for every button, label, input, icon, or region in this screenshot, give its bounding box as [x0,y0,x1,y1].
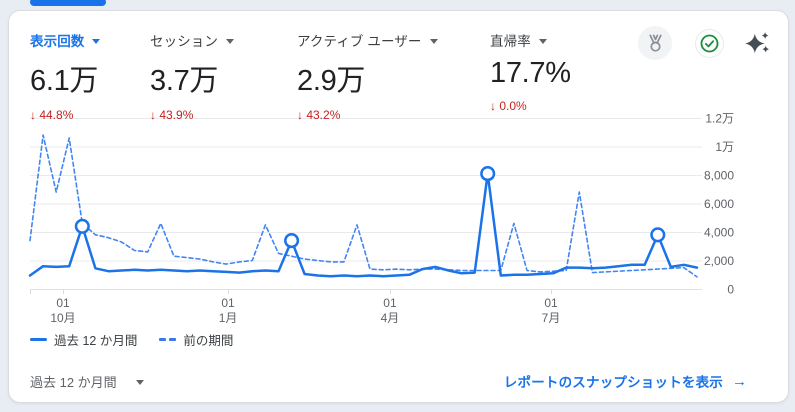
date-range-selector[interactable]: 過去 12 か月間 [30,372,144,391]
legend-label: 前の期間 [183,334,234,348]
y-axis-label: 6,000 [704,197,734,211]
chevron-down-icon [538,38,547,44]
data-point-marker[interactable] [284,233,300,249]
y-axis-label: 0 [727,283,734,297]
chevron-down-icon [92,38,101,44]
metric-change-badge: ↓ 43.9% [150,108,194,122]
date-range-label: 過去 12 か月間 [30,375,117,390]
y-axis-label: 4,000 [704,226,734,240]
metric-label: アクティブ ユーザー [297,34,422,49]
metric-active-users-dropdown[interactable]: アクティブ ユーザー [297,30,438,50]
metric-active-users: アクティブ ユーザー 2.9万 ↓ 43.2% [297,30,438,122]
metric-value: 17.7% [490,57,571,89]
metric-views: 表示回数 6.1万 ↓ 44.8% [30,30,101,122]
metric-sessions-dropdown[interactable]: セッション [150,30,234,50]
insights-button[interactable] [739,25,775,61]
arrow-right-icon: → [732,372,747,390]
metric-change-badge: ↓ 44.8% [30,108,74,122]
x-axis-label: 01 [383,296,397,310]
data-quality-button[interactable] [695,29,724,58]
check-circle-icon [700,34,719,53]
x-axis-label: 4月 [381,311,400,325]
selected-metric-tab-indicator [30,0,106,6]
metric-value: 3.7万 [150,65,219,97]
x-axis-label: 01 [56,296,70,310]
dashed-line-swatch-icon [159,338,177,341]
overview-card [8,10,789,403]
y-axis-label: 2,000 [704,254,734,268]
metric-label: 直帰率 [490,34,531,49]
chevron-down-icon [429,38,438,44]
previous-period-line [29,134,698,278]
chevron-down-icon [226,38,234,44]
metric-value: 6.1万 [30,65,99,97]
y-axis-label: 8,000 [704,169,734,183]
y-axis-label: 1万 [715,140,734,154]
legend-label: 過去 12 か月間 [54,334,138,348]
data-point-marker[interactable] [650,227,666,243]
metric-label: セッション [150,34,218,49]
y-axis-label: 1.2万 [705,112,734,126]
x-axis-label: 01 [221,296,235,310]
chart-legend: 過去 12 か月間 前の期間 [30,330,233,349]
data-point-marker[interactable] [480,166,496,182]
x-axis-label: 7月 [542,311,561,325]
chevron-down-icon [135,380,144,385]
benchmark-button[interactable] [638,26,672,60]
x-axis-label: 10月 [50,311,75,325]
view-report-snapshot-link[interactable]: レポートのスナップショットを表示 → [504,371,747,391]
x-axis-label: 1月 [219,311,238,325]
metric-change-badge: ↓ 43.2% [297,108,341,122]
metric-bounce-rate: 直帰率 17.7% ↓ 0.0% [490,30,571,113]
medal-icon [648,34,662,52]
metric-views-dropdown[interactable]: 表示回数 [30,30,101,50]
snapshot-link-label: レポートのスナップショットを表示 [503,375,723,390]
current-period-line [28,172,699,278]
metric-label: 表示回数 [30,34,85,49]
metric-change-badge: ↓ 0.0% [490,99,527,113]
solid-line-swatch-icon [30,338,47,341]
metric-value: 2.9万 [297,65,366,97]
sparkles-icon [745,32,770,54]
x-axis-label: 01 [544,296,558,310]
metric-bounce-rate-dropdown[interactable]: 直帰率 [490,30,571,50]
data-point-marker[interactable] [74,218,90,234]
legend-item-previous-period: 前の期間 [159,330,233,349]
legend-item-current-period: 過去 12 か月間 [30,330,137,349]
metric-sessions: セッション 3.7万 ↓ 43.9% [150,30,234,122]
